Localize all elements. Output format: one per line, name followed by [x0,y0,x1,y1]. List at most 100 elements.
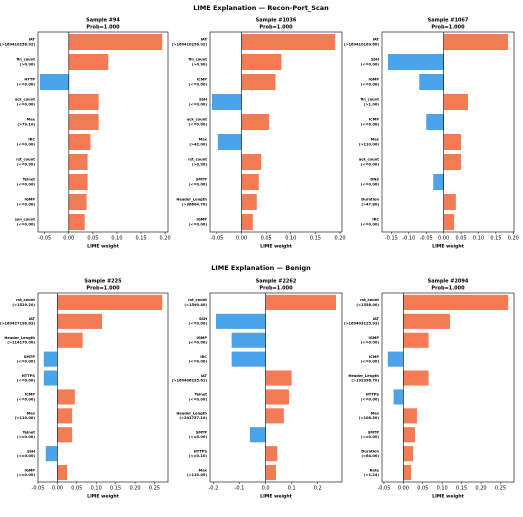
bar [241,214,253,230]
bar [443,154,462,170]
bar [265,464,276,481]
x-tick-label: 0.05 [71,486,82,492]
category-label: (<=0.00) [361,435,380,439]
category-label: (<=0.00) [17,182,36,186]
category-label: IAT [373,38,380,42]
category-label: (<=0.00) [361,182,380,186]
bar [45,446,58,462]
bar [241,154,262,170]
category-label: (<=0.00) [17,454,36,458]
category-label: (>169403125.93) [344,322,380,326]
x-tick-label: 0.20 [160,236,171,242]
category-label: (<=0.00) [189,435,208,439]
category-label: HTTPS [194,449,208,453]
category-label: Max [27,412,36,416]
x-tick-label: -0.05 [38,236,51,242]
category-label: (>192396.70) [351,378,379,382]
category-label: IGMP [369,78,380,82]
category-label: (<=0.00) [189,122,208,126]
category-label: SSH [371,58,379,62]
bar [241,74,276,90]
panel-subtitle: Prob=1.000 [259,286,293,292]
category-label: (>201757.10) [179,416,207,420]
x-tick-label: 0.1 [288,486,296,492]
x-axis-label: LIME weight [87,494,119,500]
bar [43,370,58,386]
panel-title: Sample #225 [84,279,122,285]
category-label: syn_count [15,218,36,222]
category-label: Header_Length [4,336,35,340]
x-tick-label: 0.0 [262,486,270,492]
category-label: IGMP [25,198,36,202]
panel-subtitle: Prob=1.000 [86,25,120,31]
bar [443,214,455,230]
category-label: Rate [370,468,380,472]
category-label: (<=0.00) [17,82,36,86]
bar [403,332,429,348]
x-tick-label: 0.05 [87,236,98,242]
bar [68,54,109,70]
bar [393,389,404,405]
x-tick-label: -0.2 [209,486,219,492]
x-tick-label: -0.05 [420,236,433,242]
x-tick-label: -0.05 [377,486,390,492]
category-label: HTTPS [22,374,36,378]
x-tick-label: 0.10 [473,236,484,242]
category-label: (<=0.00) [361,341,380,345]
category-label: (<=0.00) [17,435,36,439]
category-label: (>110.00) [359,142,380,146]
category-label: Max [371,138,380,142]
bar [68,214,85,230]
x-tick-label: 0.15 [135,236,146,242]
category-label: Telnet [195,393,208,397]
x-tick-label: 0.20 [129,486,140,492]
x-tick-label: -0.10 [402,236,415,242]
bar [265,446,278,462]
category-label: (<=0.00) [189,341,208,345]
bar [211,94,242,110]
bar [68,194,87,210]
category-label: fin_count [189,58,208,62]
x-tick-label: -0.15 [385,236,398,242]
x-axis-label: LIME weight [432,494,464,500]
bar [403,408,417,424]
category-label: rst_count [16,298,35,302]
category-label: Duration [361,449,379,453]
category-label: (>114170.00) [7,341,35,345]
category-label: rst_count [360,298,379,302]
bar [57,408,73,424]
bar [265,370,292,386]
bar [403,464,412,481]
bar [57,389,75,405]
category-label: IGMP [369,336,380,340]
category-label: SSH [199,98,207,102]
category-label: (>0.90) [192,162,208,166]
category-label: (>1.00) [364,102,380,106]
category-label: ICMP [197,78,208,82]
category-label: (>169410256.92) [0,42,35,46]
x-tick-label: 0.00 [52,486,63,492]
category-label: (<=0.00) [17,102,36,106]
category-label: Header_Length [348,374,379,378]
bar [68,134,91,150]
category-label: (>1.24) [364,473,380,477]
plot-frame [37,292,169,483]
plot-frame [381,31,515,233]
panel-title: Sample #94 [86,18,120,24]
x-axis-label: LIME weight [87,244,119,250]
bar [433,174,444,190]
x-tick-label: 0.00 [398,486,409,492]
category-label: SSH [27,449,35,453]
panel-title: Sample #1067 [428,18,469,24]
category-label: (<=0.00) [17,142,36,146]
category-label: (>108.50) [359,416,380,420]
category-label: IRC [28,138,35,142]
bar [68,154,88,170]
category-label: IRC [200,355,207,359]
bar [57,464,68,481]
category-label: (<=0.00) [361,359,380,363]
bar [387,351,404,367]
bar [68,114,99,130]
x-tick-label: 0.10 [437,486,448,492]
category-label: SMTP [368,430,380,434]
